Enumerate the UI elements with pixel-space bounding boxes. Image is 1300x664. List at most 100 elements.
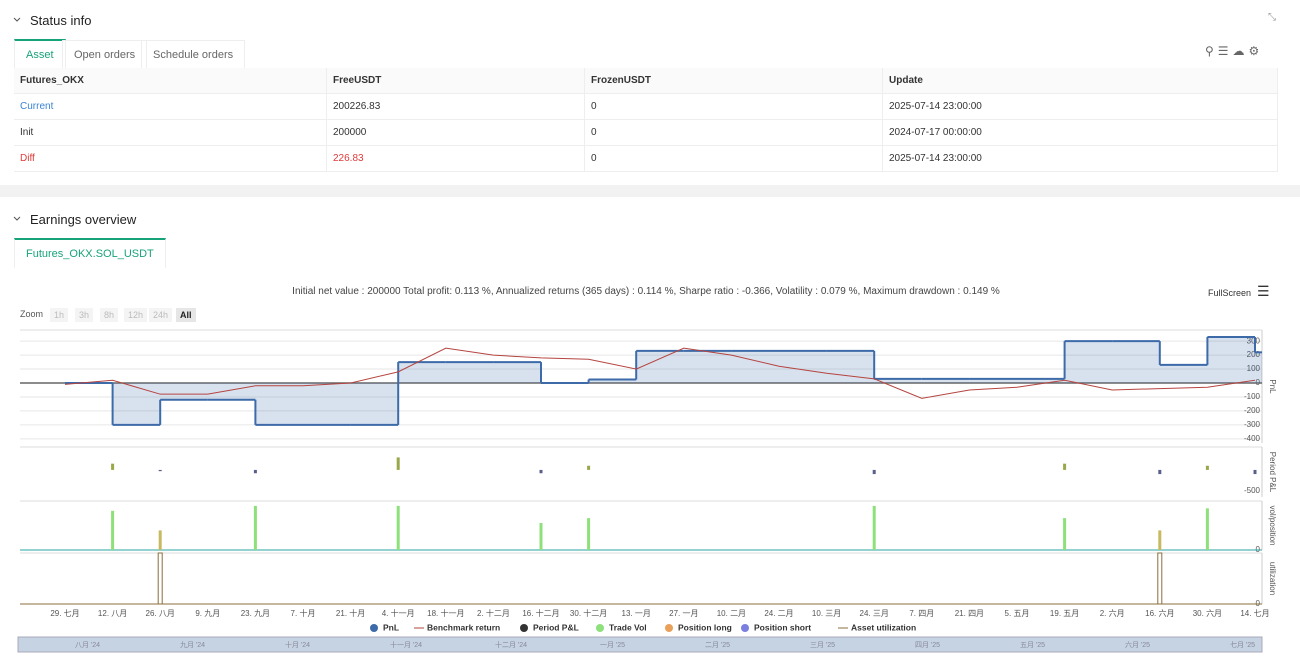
header-cell: FreeUSDT xyxy=(327,68,585,94)
table-cell: 2025-07-14 23:00:00 xyxy=(883,94,1278,120)
status-panel: Status info ⤡ ⚲☰☁⚙ Asset Open orders Sched… xyxy=(0,0,1300,185)
pnl-area xyxy=(1255,352,1262,384)
table-cell: 226.83 xyxy=(327,146,585,172)
legend-label[interactable]: Asset utilization xyxy=(851,622,916,632)
tab[interactable]: Asset xyxy=(14,39,66,69)
y-tick-label: -100 xyxy=(1244,392,1261,401)
zoom-button[interactable]: 1h xyxy=(50,308,69,322)
x-tick-label: 16. 十二月 xyxy=(522,608,559,618)
navigator-label: 九月 '24 xyxy=(180,640,205,649)
x-tick-label: 14. 七月 xyxy=(1240,609,1269,618)
legend-label[interactable]: PnL xyxy=(383,622,399,632)
toolbar-icons[interactable]: ⚲☰☁⚙ xyxy=(1205,44,1264,58)
zoom-button[interactable]: 12h xyxy=(124,308,148,322)
table-cell: Current xyxy=(14,94,327,120)
axis-title: vol/position xyxy=(1268,505,1277,545)
legend-label[interactable]: Position long xyxy=(678,622,732,632)
utilization-bar xyxy=(157,552,163,605)
fullscreen-button[interactable]: FullScreen xyxy=(1208,288,1252,298)
pnl-area xyxy=(1159,364,1208,384)
tab[interactable]: Schedule orders xyxy=(141,40,246,69)
bar xyxy=(111,510,115,550)
bar xyxy=(539,469,543,474)
pnl-area xyxy=(255,383,303,425)
pnl-area xyxy=(445,362,494,384)
pnl-area xyxy=(350,383,399,425)
y-tick-label: -200 xyxy=(1244,406,1261,415)
bar xyxy=(396,505,400,550)
y-tick-label: -400 xyxy=(1244,434,1261,443)
legend-label[interactable]: Position short xyxy=(754,622,811,632)
bar xyxy=(1205,465,1209,470)
pnl-area xyxy=(112,383,161,425)
zoom-button[interactable]: 3h xyxy=(75,308,94,322)
x-tick-label: 13. 一月 xyxy=(622,609,651,618)
collapse-icon[interactable]: ⤡ xyxy=(1268,12,1276,23)
bar xyxy=(1205,508,1209,550)
x-tick-label: 7. 十月 xyxy=(291,608,316,618)
x-tick-label: 18. 十一月 xyxy=(427,608,464,618)
tab[interactable]: Open orders xyxy=(62,40,148,69)
navigator-label: 十月 '24 xyxy=(285,640,310,649)
legend-label[interactable]: Benchmark return xyxy=(427,622,500,632)
x-tick-label: 30. 六月 xyxy=(1193,608,1222,618)
axis-title: utilization xyxy=(1268,562,1277,595)
header-cell: FrozenUSDT xyxy=(585,68,883,94)
chart: 3002001000-100-200-300-400PnL-500Period … xyxy=(17,329,1277,653)
navigator-label: 四月 '25 xyxy=(915,641,940,649)
table-cell: 0 xyxy=(585,94,883,120)
benchmark-line xyxy=(64,347,1256,399)
bar xyxy=(158,469,162,472)
bar xyxy=(253,469,257,474)
navigator xyxy=(17,636,1263,653)
bar xyxy=(158,530,162,550)
header-cell: Update xyxy=(883,68,1278,94)
y-tick-label: 300 xyxy=(1247,336,1261,345)
pnl-area xyxy=(1112,341,1160,384)
pnl-area xyxy=(1207,336,1255,384)
tab[interactable]: Futures_OKX.SOL_USDT xyxy=(14,238,166,268)
bar xyxy=(396,457,400,470)
legend-label[interactable]: Trade Vol xyxy=(609,622,647,632)
legend-symbol xyxy=(741,624,749,632)
x-tick-label: 23. 九月 xyxy=(241,609,270,618)
bar xyxy=(253,505,257,550)
utilization-bar xyxy=(1157,552,1163,605)
navigator-label: 三月 '25 xyxy=(810,641,835,649)
zoom-button[interactable]: All xyxy=(176,308,196,322)
table-cell: 2024-07-17 00:00:00 xyxy=(883,120,1278,146)
x-tick-label: 10. 二月 xyxy=(717,609,746,618)
x-tick-label: 21. 十月 xyxy=(336,608,365,618)
x-tick-label: 2. 六月 xyxy=(1100,608,1125,618)
menu-icon[interactable]: ☰ xyxy=(1257,283,1270,299)
section-title: Earnings overview xyxy=(30,212,137,227)
summary: Initial net value : 200000 Total profit:… xyxy=(292,286,1000,297)
table-cell: Diff xyxy=(14,146,327,172)
zoom-button[interactable]: 8h xyxy=(100,308,119,322)
pnl-area xyxy=(969,378,1017,384)
navigator-label: 七月 '25 xyxy=(1230,640,1255,649)
pnl-area xyxy=(1017,378,1065,384)
pnl-area xyxy=(493,362,541,384)
x-tick-label: 2. 十二月 xyxy=(477,608,510,618)
legend-label[interactable]: Period P&L xyxy=(533,622,579,632)
bar xyxy=(587,518,591,550)
navigator-label: 二月 '25 xyxy=(705,641,730,649)
pnl-area xyxy=(588,379,637,384)
pnl-area xyxy=(731,350,779,384)
bar xyxy=(1253,469,1257,475)
navigator-label: 一月 '25 xyxy=(600,641,625,649)
legend-symbol xyxy=(370,624,378,632)
zoom-button[interactable]: 24h xyxy=(149,308,173,322)
pnl-area xyxy=(303,383,351,425)
x-tick-label: 26. 八月 xyxy=(146,609,175,618)
pnl-area xyxy=(1064,341,1113,384)
earnings-panel: Earnings overview Futures_OKX.SOL_USDT I… xyxy=(0,197,1300,664)
x-tick-label: 7. 四月 xyxy=(909,609,934,618)
legend-symbol xyxy=(520,624,528,632)
navigator-label: 十二月 '24 xyxy=(495,640,527,649)
bar xyxy=(1158,530,1162,550)
x-tick-label: 19. 五月 xyxy=(1050,609,1079,618)
table-cell: 200000 xyxy=(327,120,585,146)
bar xyxy=(539,523,543,550)
